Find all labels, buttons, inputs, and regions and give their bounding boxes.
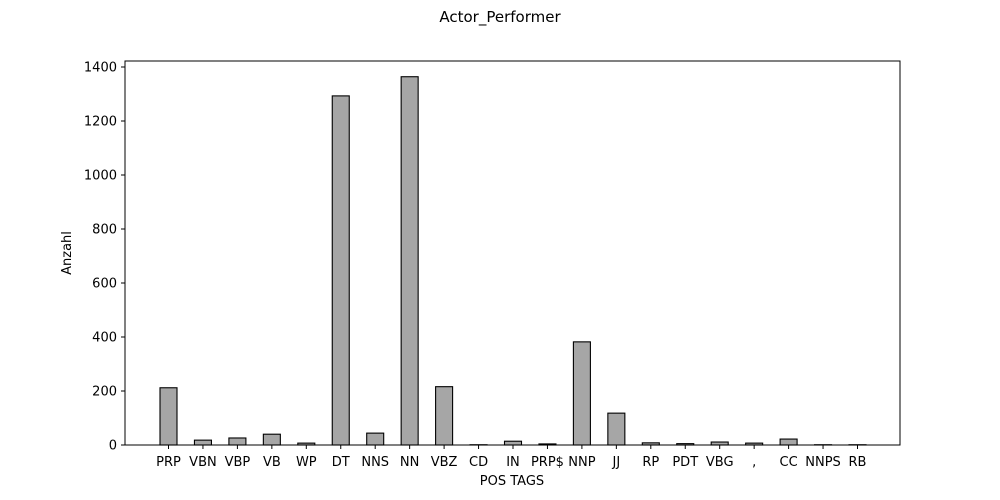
bar-0 — [159, 387, 178, 446]
x-tick-label-20: RB — [849, 455, 867, 470]
y-tick-label-6: 1200 — [84, 115, 117, 130]
y-tick-label-2: 400 — [92, 331, 117, 346]
bar-5 — [331, 95, 350, 446]
x-tick-label-14: RP — [642, 455, 659, 470]
x-tick-label-6: NNS — [361, 455, 389, 470]
bar-2 — [228, 437, 247, 446]
x-tick-label-13: JJ — [612, 455, 621, 470]
x-tick-label-18: CC — [780, 455, 798, 470]
y-tick-label-0: 0 — [109, 439, 117, 454]
x-tick-label-19: NNPS — [805, 455, 841, 470]
bar-18 — [779, 438, 798, 446]
x-tick-label-17: , — [752, 455, 756, 470]
x-tick-label-9: CD — [469, 455, 488, 470]
y-tick-label-7: 1400 — [84, 61, 117, 76]
bar-3 — [262, 433, 281, 446]
x-tick-label-8: VBZ — [431, 455, 458, 470]
x-tick-label-15: PDT — [672, 455, 698, 470]
x-tick-label-0: PRP — [156, 455, 181, 470]
x-tick-label-1: VBN — [189, 455, 217, 470]
x-tick-label-4: WP — [296, 455, 317, 470]
bar-10 — [503, 440, 523, 446]
y-axis: 0 200 400 600 800 1000 1200 1400 — [84, 61, 125, 454]
bar-12 — [572, 341, 591, 446]
y-tick-label-4: 800 — [92, 223, 117, 238]
bar-7 — [400, 76, 419, 446]
x-tick-label-16: VBG — [706, 455, 734, 470]
bars-group — [159, 76, 867, 446]
x-tick-label-2: VBP — [225, 455, 251, 470]
x-tick-label-3: VB — [263, 455, 281, 470]
y-tick-label-1: 200 — [92, 385, 117, 400]
y-tick-label-3: 600 — [92, 277, 117, 292]
bar-6 — [366, 432, 385, 446]
x-tick-label-10: IN — [506, 455, 520, 470]
x-tick-label-5: DT — [332, 455, 350, 470]
x-axis-label: POS TAGS — [480, 474, 544, 489]
x-tick-label-12: NNP — [568, 455, 595, 470]
bar-13 — [607, 412, 626, 446]
bar-8 — [435, 386, 454, 446]
chart-title: Actor_Performer — [439, 8, 561, 27]
x-tick-label-11: PRP$ — [531, 455, 564, 470]
plot-frame — [124, 60, 901, 446]
x-tick-label-7: NN — [400, 455, 419, 470]
bar-1 — [193, 439, 212, 446]
y-axis-label: Anzahl — [60, 231, 75, 275]
y-tick-label-5: 1000 — [84, 169, 117, 184]
x-axis: PRP VBN VBP VB WP DT NNS NN VBZ CD IN PRP$ NNP JJ RP PD… — [156, 445, 866, 470]
